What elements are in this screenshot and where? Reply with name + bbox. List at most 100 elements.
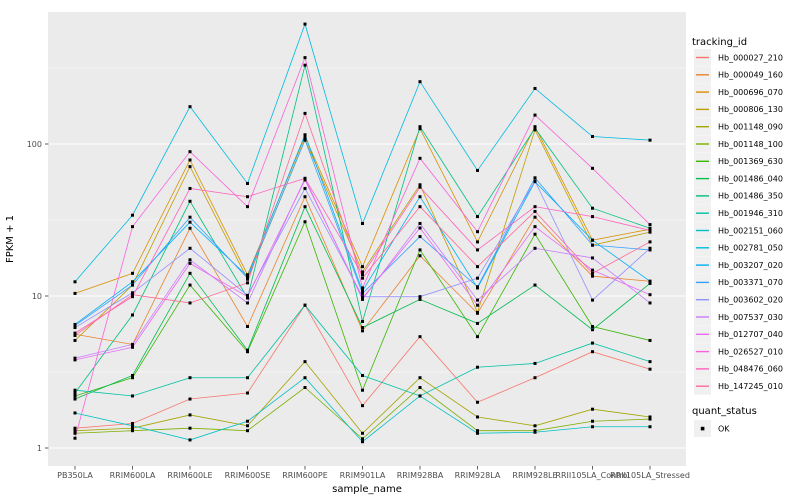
data-point — [246, 181, 249, 185]
data-point — [533, 283, 537, 287]
x-tick-label: RRIM928BA — [397, 471, 444, 480]
data-point — [533, 126, 537, 130]
data-point — [188, 199, 192, 203]
data-point — [591, 206, 594, 210]
x-tick-label: RRIM600PE — [282, 471, 328, 480]
data-point — [246, 429, 249, 433]
data-point — [533, 205, 537, 209]
data-point — [73, 326, 77, 330]
data-point — [648, 246, 652, 250]
data-point — [73, 338, 77, 342]
data-point — [361, 404, 364, 408]
data-point — [131, 280, 134, 284]
data-point — [361, 286, 364, 290]
x-tick-label: RRIM928LE — [512, 471, 557, 480]
data-point — [418, 127, 422, 131]
data-point — [188, 158, 192, 162]
data-point — [648, 338, 652, 342]
data-point — [361, 319, 364, 323]
data-point — [361, 440, 364, 444]
data-point — [73, 323, 77, 327]
legend-item: Hb_002781_050 — [694, 239, 783, 257]
data-point — [188, 220, 192, 224]
legend-item-label: Hb_000806_130 — [718, 105, 783, 114]
data-point — [131, 293, 134, 297]
y-axis-title: FPKM + 1 — [5, 215, 16, 263]
data-point — [591, 425, 594, 429]
legend-item-label: OK — [718, 425, 730, 434]
legend-tracking-id: Hb_000027_210 Hb_000049_160 Hb_000696_070 H… — [694, 49, 783, 395]
legend-item-label: Hb_003207_020 — [718, 261, 783, 270]
legend-item: Hb_003371_070 — [694, 273, 783, 291]
data-point — [418, 394, 422, 398]
data-point — [188, 258, 192, 262]
data-point — [73, 358, 77, 362]
data-point — [303, 376, 307, 380]
legend-item: Hb_000696_070 — [694, 83, 783, 101]
data-point — [418, 195, 422, 199]
legend-item-label: Hb_001486_040 — [718, 174, 783, 183]
data-point — [418, 297, 422, 301]
legend-item: Hb_000806_130 — [694, 100, 783, 118]
data-point — [591, 268, 594, 272]
data-point — [303, 178, 307, 182]
data-point — [303, 360, 307, 364]
data-point — [418, 295, 422, 299]
legend-quant-status: OK — [694, 420, 730, 437]
data-point — [533, 430, 537, 434]
data-point — [131, 225, 134, 229]
data-point — [303, 111, 307, 115]
data-point — [476, 415, 479, 419]
data-point — [73, 436, 77, 440]
x-axis-title: sample_name — [332, 484, 402, 495]
data-point — [648, 240, 652, 244]
data-point — [533, 429, 537, 433]
data-point — [188, 246, 192, 250]
legend-item: Hb_007537_030 — [694, 308, 783, 326]
data-point — [648, 417, 652, 421]
data-point — [533, 128, 537, 132]
legend-item-label: Hb_001486_350 — [718, 192, 783, 201]
data-point — [188, 215, 192, 219]
legend-item-label: Hb_000049_160 — [718, 71, 783, 80]
data-point — [361, 388, 364, 392]
x-tick-label: RRIM600LA — [110, 471, 156, 480]
data-point — [73, 426, 77, 430]
data-point — [648, 301, 652, 305]
data-point — [533, 179, 537, 183]
data-point — [533, 424, 537, 428]
legend-item-label: Hb_147245_010 — [718, 382, 783, 391]
data-point — [361, 289, 364, 293]
data-point — [476, 265, 479, 269]
data-point — [303, 138, 307, 142]
data-point — [131, 342, 134, 346]
legend-item-label: Hb_001369_630 — [718, 157, 783, 166]
legend-item: Hb_003602_020 — [694, 291, 783, 309]
data-point — [591, 135, 594, 139]
data-point — [188, 226, 192, 230]
data-point — [246, 348, 249, 352]
legend-item-label: Hb_002781_050 — [718, 244, 783, 253]
legend-item: Hb_001486_350 — [694, 187, 783, 205]
data-point — [418, 335, 422, 339]
data-point — [188, 301, 192, 305]
data-point — [476, 168, 479, 172]
data-point — [591, 271, 594, 275]
data-point — [131, 213, 134, 217]
legend-item: Hb_000049_160 — [694, 66, 783, 84]
legend-item-label: Hb_002151_060 — [718, 226, 783, 235]
data-point — [591, 256, 594, 260]
data-point — [188, 271, 192, 275]
data-point — [533, 246, 537, 250]
data-point — [131, 429, 134, 433]
legend-item-label: Hb_001946_310 — [718, 209, 783, 218]
data-point — [476, 321, 479, 325]
data-point — [361, 431, 364, 435]
data-point — [131, 376, 134, 380]
data-point — [591, 419, 594, 423]
data-point — [361, 265, 364, 269]
data-point — [361, 329, 364, 333]
data-point — [131, 271, 134, 275]
data-point — [591, 328, 594, 332]
